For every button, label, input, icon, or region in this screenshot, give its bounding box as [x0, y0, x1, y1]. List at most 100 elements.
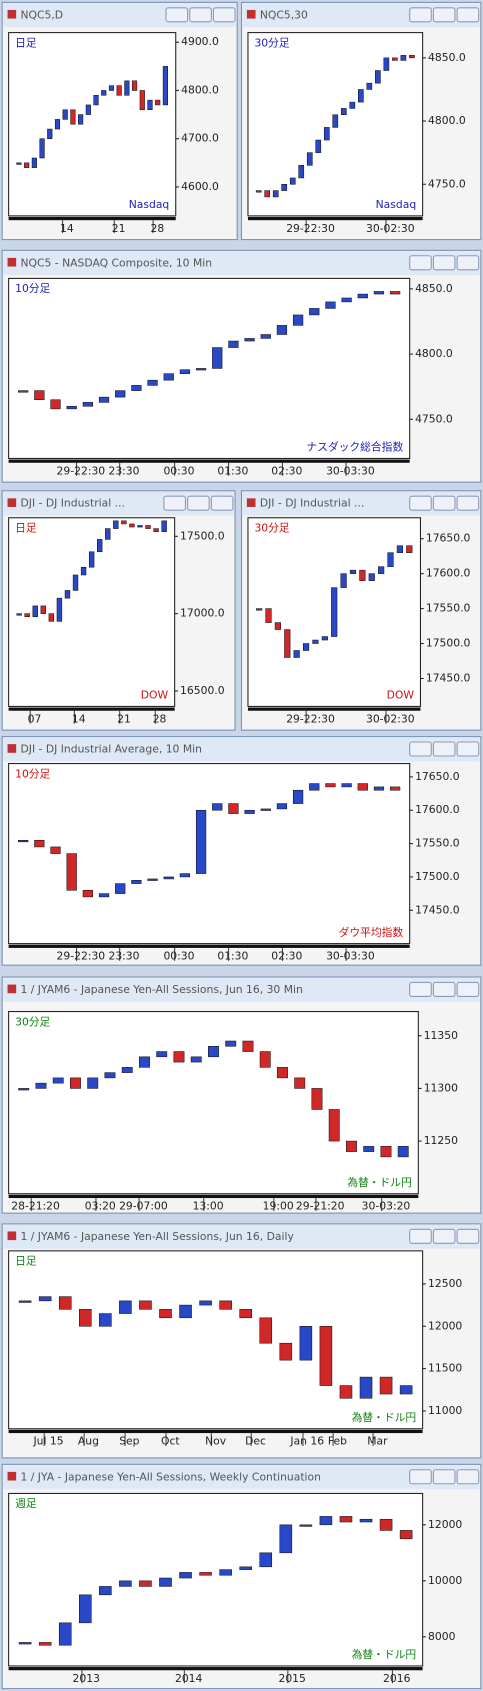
- minimize-button[interactable]: [409, 7, 432, 23]
- candle: [219, 1300, 232, 1310]
- candle: [70, 1077, 81, 1089]
- candle: [156, 1051, 168, 1058]
- period-label: 10分足: [15, 282, 50, 295]
- candle: [34, 390, 45, 401]
- candle: [131, 879, 142, 884]
- candle: [400, 55, 407, 61]
- maximize-button[interactable]: [187, 495, 210, 511]
- y-tick-label: 17650.0: [426, 532, 471, 545]
- candle: [359, 1376, 373, 1399]
- close-button[interactable]: [456, 981, 480, 997]
- candle: [50, 399, 61, 410]
- candle: [387, 552, 394, 567]
- period-label: 30分足: [15, 1015, 50, 1028]
- candle: [299, 1325, 313, 1361]
- candle: [39, 138, 45, 159]
- x-tick-label: 30-03:20: [362, 1200, 411, 1213]
- maximize-button[interactable]: [189, 7, 212, 23]
- candle: [139, 90, 145, 111]
- window-title: NQC5,30: [260, 8, 308, 21]
- maximize-button[interactable]: [432, 255, 456, 271]
- maximize-button[interactable]: [432, 7, 456, 23]
- period-label: 日足: [15, 522, 37, 535]
- x-tick-label: 29-22:30: [57, 464, 106, 477]
- y-tick-label: 4800.0: [181, 83, 219, 96]
- candle: [397, 1146, 409, 1158]
- candle: [72, 574, 79, 591]
- x-tick-label: 01:30: [217, 950, 248, 963]
- x-tick-label: 23:30: [108, 464, 139, 477]
- index-label: DOW: [387, 689, 415, 702]
- candle: [276, 803, 288, 810]
- candle: [190, 1056, 202, 1063]
- y-tick-label: 17500.0: [426, 637, 471, 650]
- candle: [244, 809, 255, 814]
- minimize-button[interactable]: [409, 495, 432, 511]
- candle: [332, 114, 339, 128]
- plot-area: [8, 1010, 419, 1195]
- x-tick-label: 28: [151, 222, 165, 235]
- period-label: 30分足: [254, 36, 289, 49]
- title-bar: [3, 978, 480, 1002]
- candle: [321, 636, 328, 641]
- index-label: DOW: [141, 689, 169, 702]
- minimize-button[interactable]: [409, 981, 432, 997]
- candle: [54, 119, 61, 130]
- candle: [58, 1622, 72, 1646]
- x-tick-label: 21: [117, 712, 131, 725]
- candle: [179, 873, 191, 878]
- title-bar: [3, 737, 480, 762]
- candle: [390, 786, 401, 791]
- candle: [179, 369, 191, 374]
- close-button[interactable]: [456, 741, 480, 757]
- minimize-button[interactable]: [409, 741, 432, 757]
- close-button[interactable]: [210, 495, 234, 511]
- y-tick-label: 17450.0: [415, 903, 460, 916]
- maximize-button[interactable]: [432, 741, 456, 757]
- close-button[interactable]: [456, 7, 480, 23]
- candle: [101, 90, 107, 96]
- candle: [357, 293, 368, 299]
- time-strip: [8, 1667, 423, 1671]
- candle: [131, 80, 138, 91]
- close-button[interactable]: [456, 495, 480, 511]
- x-tick-label: 14: [72, 712, 86, 725]
- candle: [299, 1524, 313, 1527]
- maximize-button[interactable]: [432, 495, 456, 511]
- candle: [50, 846, 61, 854]
- minimize-button[interactable]: [163, 495, 186, 511]
- candle: [40, 605, 46, 614]
- candle: [228, 340, 239, 348]
- candle: [18, 1642, 32, 1645]
- candle: [34, 839, 45, 848]
- period-label: 30分足: [254, 522, 289, 535]
- candle: [272, 190, 279, 198]
- minimize-button[interactable]: [409, 1469, 432, 1485]
- x-tick-label: 29-21:20: [296, 1200, 345, 1213]
- candle: [276, 325, 288, 335]
- candle: [219, 1569, 232, 1576]
- close-button[interactable]: [456, 1228, 480, 1244]
- y-tick-label: 4700.0: [181, 132, 219, 145]
- candle: [392, 57, 398, 61]
- window-title: DJI - DJ Industrial Average, 10 Min: [20, 743, 201, 756]
- maximize-button[interactable]: [432, 981, 456, 997]
- y-tick-label: 4850.0: [415, 282, 453, 295]
- close-button[interactable]: [456, 255, 480, 271]
- window-icon: [7, 498, 17, 507]
- x-tick-label: 29-07:00: [119, 1200, 168, 1213]
- maximize-button[interactable]: [432, 1228, 456, 1244]
- maximize-button[interactable]: [432, 1469, 456, 1485]
- x-tick-label: 14: [60, 222, 74, 235]
- candle: [259, 1317, 273, 1344]
- candle: [341, 297, 352, 303]
- minimize-button[interactable]: [165, 7, 189, 23]
- x-tick-label: 00:30: [163, 950, 194, 963]
- minimize-button[interactable]: [409, 255, 432, 271]
- minimize-button[interactable]: [409, 1228, 432, 1244]
- close-button[interactable]: [456, 1469, 480, 1485]
- close-button[interactable]: [212, 7, 236, 23]
- candle: [48, 613, 55, 622]
- candle: [375, 70, 381, 84]
- x-tick-label: 28: [153, 712, 167, 725]
